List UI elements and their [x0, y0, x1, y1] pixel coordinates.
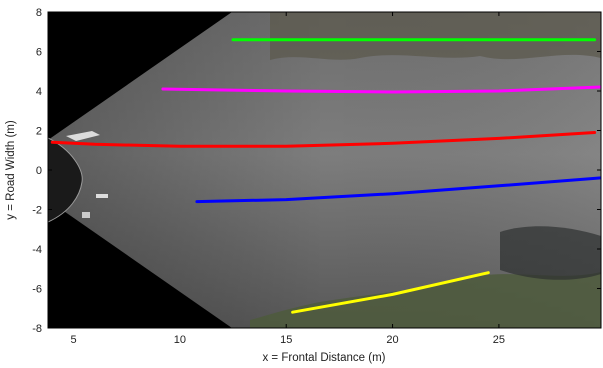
- roadside-grass: [250, 272, 601, 328]
- y-tick-label: 6: [36, 47, 42, 59]
- y-tick-label: -6: [32, 284, 42, 296]
- vehicle-marker-small: [96, 194, 108, 198]
- plot-area: [48, 12, 601, 328]
- y-axis-label: y = Road Width (m): [5, 120, 17, 220]
- lane-line-series: [195, 176, 601, 204]
- vehicle-marker: [66, 131, 100, 141]
- y-tick-label: 2: [36, 126, 42, 138]
- x-tick-label: 15: [280, 334, 292, 346]
- x-axis-label: x = Frontal Distance (m): [262, 352, 385, 364]
- y-tick-label: 0: [36, 165, 42, 177]
- lane-line-series: [161, 85, 601, 94]
- y-tick-label: -4: [32, 244, 42, 256]
- x-tick-label: 20: [386, 334, 398, 346]
- roadside-trees: [270, 12, 601, 60]
- y-tick-label: -2: [32, 205, 42, 217]
- lane-line-series: [50, 131, 597, 148]
- x-tick-label: 10: [174, 334, 186, 346]
- shadow-patch: [500, 226, 601, 280]
- y-tick-label: 8: [36, 7, 42, 19]
- vehicle-fisheye-arc: [48, 137, 83, 231]
- series-layer: [50, 38, 601, 314]
- x-tick-label: 25: [493, 334, 505, 346]
- y-tick-label: 4: [36, 86, 42, 98]
- lane-line-series: [291, 271, 490, 314]
- x-tick-label: 5: [70, 334, 76, 346]
- vehicle-marker-small: [82, 212, 90, 218]
- y-tick-label: -8: [32, 323, 42, 335]
